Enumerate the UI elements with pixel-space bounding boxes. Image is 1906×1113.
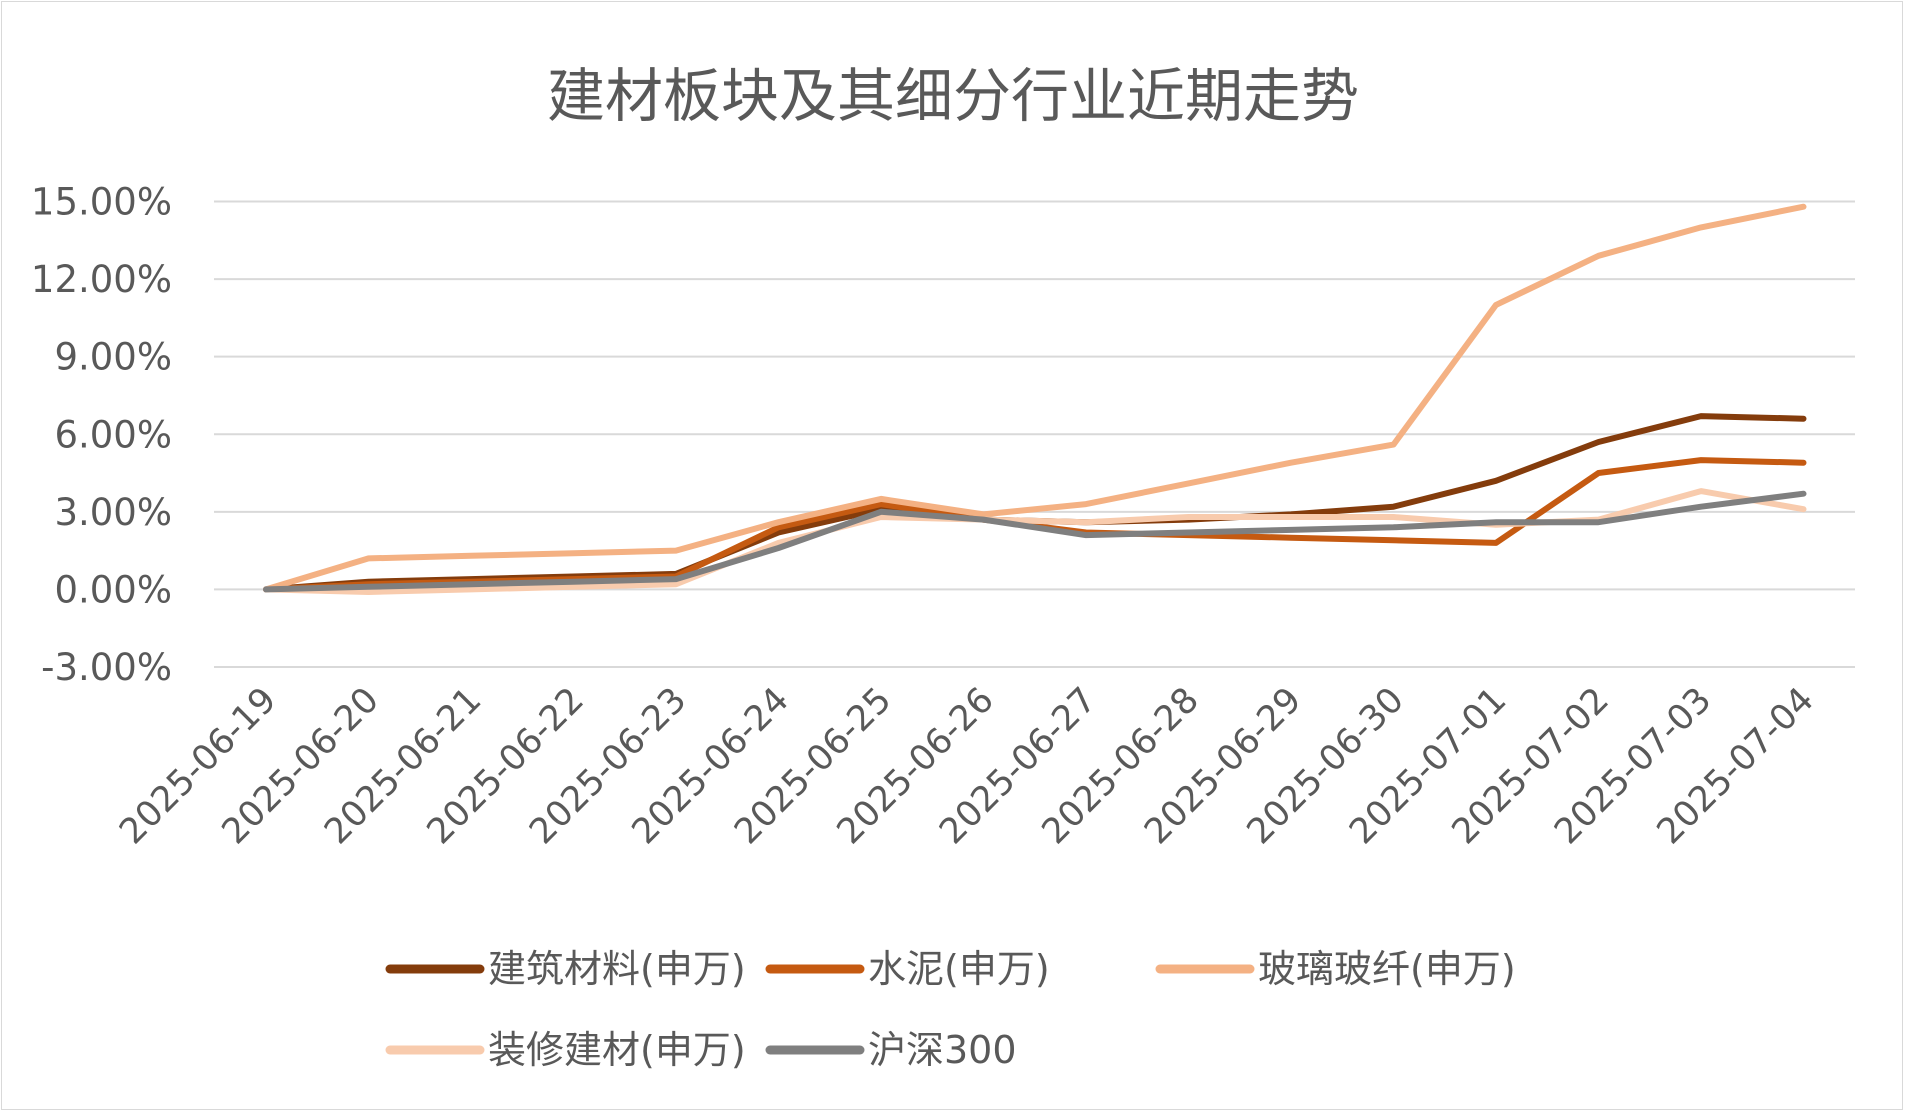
x-axis-tick-labels: 2025-06-192025-06-202025-06-212025-06-22…	[112, 680, 1822, 852]
gridlines	[214, 200, 1855, 668]
y-tick-label: 6.00%	[54, 413, 172, 456]
legend-item: 沪深300	[765, 1028, 1017, 1072]
y-tick-label: 0.00%	[54, 568, 172, 611]
legend-label: 玻璃玻纤(申万)	[1258, 947, 1516, 991]
series-line	[263, 203, 1807, 593]
series-line	[263, 490, 1807, 593]
legend-item: 建筑材料(申万)	[385, 947, 746, 991]
series-lines	[263, 203, 1807, 595]
legend-label: 装修建材(申万)	[488, 1028, 746, 1072]
y-tick-label: 3.00%	[54, 491, 172, 534]
y-tick-label: 12.00%	[31, 258, 172, 301]
y-tick-label: 9.00%	[54, 336, 172, 379]
legend-label: 沪深300	[868, 1028, 1017, 1072]
y-axis-tick-labels: 15.00% 12.00% 9.00% 6.00% 3.00% 0.00% -3.00%	[31, 181, 172, 690]
series-line	[263, 413, 1807, 593]
chart-title: 建材板块及其细分行业近期走势	[547, 62, 1359, 130]
legend-label: 建筑材料(申万)	[488, 947, 746, 991]
legend-item: 水泥(申万)	[765, 947, 1050, 991]
legend-label: 水泥(申万)	[868, 947, 1050, 991]
y-tick-label: -3.00%	[41, 646, 172, 689]
y-tick-label: 15.00%	[31, 181, 172, 224]
legend-item: 装修建材(申万)	[385, 1028, 746, 1072]
legend: 建筑材料(申万) 水泥(申万) 玻璃玻纤(申万) 装修建材(申万) 沪深300	[385, 947, 1516, 1072]
legend-item: 玻璃玻纤(申万)	[1155, 947, 1516, 991]
